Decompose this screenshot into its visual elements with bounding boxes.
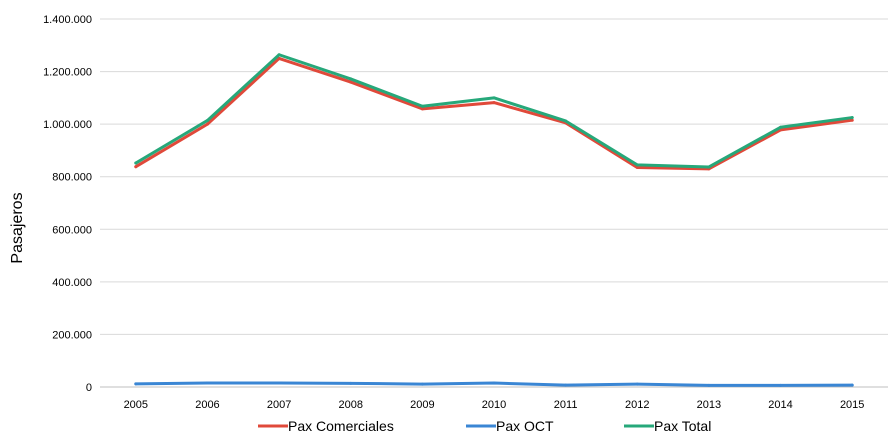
- data-point: [134, 382, 138, 386]
- data-point: [564, 383, 568, 387]
- data-point: [277, 381, 281, 385]
- data-point: [850, 116, 854, 120]
- data-point: [349, 80, 353, 84]
- y-tick-label: 1.400.000: [43, 14, 92, 26]
- data-point: [492, 96, 496, 100]
- legend-label: Pax OCT: [496, 418, 554, 434]
- y-tick-label: 1.200.000: [43, 67, 92, 79]
- y-tick-label: 200.000: [52, 329, 92, 341]
- y-tick-label: 400.000: [52, 277, 92, 289]
- y-tick-labels: 0 200.000 400.000 600.000 800.000 1.000.000 1.…: [43, 14, 92, 394]
- data-point: [707, 383, 711, 387]
- y-tick-label: 800.000: [52, 172, 92, 184]
- data-point: [564, 119, 568, 123]
- data-point: [205, 118, 209, 122]
- x-tick-label: 2008: [338, 399, 362, 411]
- x-tick-label: 2009: [410, 399, 434, 411]
- x-tick-label: 2011: [554, 399, 578, 411]
- x-tick-label: 2007: [267, 399, 291, 411]
- x-tick-label: 2015: [840, 399, 864, 411]
- x-tick-label: 2014: [768, 399, 792, 411]
- x-tick-label: 2006: [195, 399, 219, 411]
- data-point: [134, 161, 138, 165]
- series-lines: [134, 53, 854, 387]
- data-point: [420, 382, 424, 386]
- data-point: [277, 53, 281, 57]
- data-point: [349, 77, 353, 81]
- legend-label: Pax Comerciales: [288, 418, 394, 434]
- data-point: [707, 165, 711, 169]
- data-point: [635, 382, 639, 386]
- grid-lines: [100, 18, 888, 388]
- data-point: [492, 381, 496, 385]
- legend: Pax Comerciales Pax OCT Pax Total: [258, 418, 711, 434]
- data-point: [420, 104, 424, 108]
- legend-label: Pax Total: [654, 418, 711, 434]
- data-point: [277, 56, 281, 60]
- x-tick-labels: 2005 2006 2007 2008 2009 2010 2011 2012 2013 2014…: [124, 399, 865, 411]
- x-tick-label: 2010: [482, 399, 506, 411]
- x-tick-label: 2013: [697, 399, 721, 411]
- data-point: [349, 381, 353, 385]
- x-tick-label: 2005: [124, 399, 148, 411]
- data-point: [205, 381, 209, 385]
- data-point: [635, 166, 639, 170]
- data-point: [420, 107, 424, 111]
- data-point: [850, 118, 854, 122]
- data-point: [492, 101, 496, 105]
- data-point: [205, 122, 209, 126]
- data-point: [850, 383, 854, 387]
- y-tick-label: 1.000.000: [43, 119, 92, 131]
- data-point: [134, 165, 138, 169]
- series-line-pax-comerciales: [134, 56, 854, 171]
- y-tick-label: 600.000: [52, 224, 92, 236]
- x-tick-label: 2012: [625, 399, 649, 411]
- data-point: [635, 163, 639, 167]
- y-axis-label: Pasajeros: [9, 192, 26, 263]
- data-point: [779, 383, 783, 387]
- y-tick-label: 0: [86, 382, 92, 394]
- data-point: [779, 125, 783, 129]
